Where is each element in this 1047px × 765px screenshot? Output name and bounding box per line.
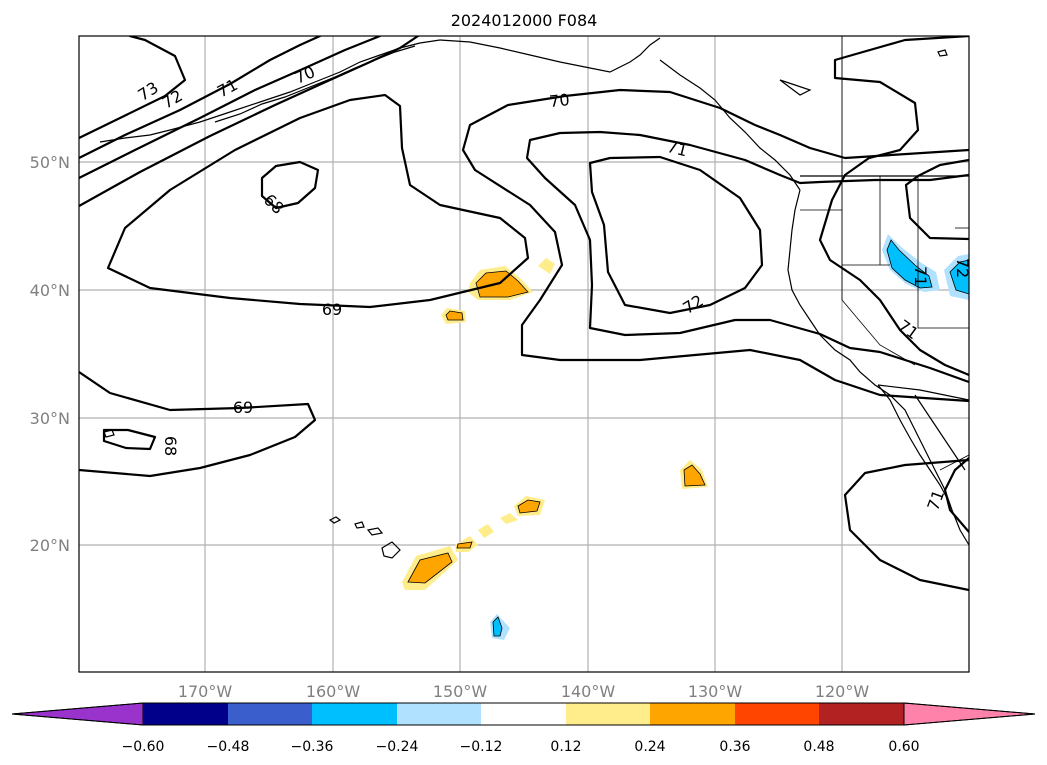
colorbar-tick-label: 0.36 <box>719 739 750 755</box>
contour-label: 72 <box>953 258 972 278</box>
island <box>366 527 384 536</box>
mexico-state-border <box>939 454 969 471</box>
contour-72 <box>79 36 322 160</box>
map-background <box>79 36 969 672</box>
contour-71-southeast-edge <box>943 456 969 534</box>
island <box>354 521 365 529</box>
colorbar-segment <box>819 703 904 725</box>
contour-label: 70 <box>548 90 570 111</box>
figure-title: 2024012000 F084 <box>451 11 598 30</box>
anomaly-patch-positive <box>538 258 555 274</box>
contour-71-southeast <box>843 458 969 592</box>
contour-72-east <box>588 155 764 315</box>
island <box>937 49 948 57</box>
colorbar-tick-label: −0.36 <box>291 739 334 755</box>
us-mexico-border <box>877 384 969 401</box>
colorbar-ticks: −0.60 −0.48 −0.36 −0.24 −0.12 0.12 0.24 … <box>122 739 920 755</box>
contour-label: 71 <box>665 137 689 160</box>
anomaly-patch-positive <box>517 499 541 514</box>
colorbar-segment <box>143 703 228 725</box>
colorbar-segment <box>397 703 481 725</box>
colorbar-segment <box>650 703 735 725</box>
contour-69-southwest <box>79 370 317 478</box>
island <box>328 516 342 524</box>
island <box>779 79 812 96</box>
colorbar-tick-label: −0.12 <box>460 739 503 755</box>
colorbar-segment <box>735 703 819 725</box>
contour-68-north <box>260 160 320 210</box>
contour-70-northwest <box>79 36 420 208</box>
contour-lines <box>79 36 969 592</box>
contour-72-east-edge <box>904 158 969 241</box>
gulf-of-california-coastline <box>914 394 966 471</box>
anomaly-patch-positive <box>478 524 494 538</box>
anomaly-patch-negative <box>492 616 503 637</box>
colorbar-tick-label: 0.24 <box>634 739 665 755</box>
contour-70-east <box>461 88 969 403</box>
anomaly-patch-positive <box>445 310 464 321</box>
colorbar-tick-label: −0.24 <box>376 739 419 755</box>
political-borders <box>800 36 969 471</box>
map-frame <box>78 35 970 673</box>
colorbar-segment <box>566 703 650 725</box>
state-border <box>841 265 916 366</box>
contour-label: 69 <box>322 300 342 319</box>
lon-label: 160°W <box>306 682 361 701</box>
anomaly-patch-negative <box>886 239 933 289</box>
colorbar-tick-label: 0.48 <box>803 739 834 755</box>
anomaly-patch-negative <box>949 259 969 295</box>
colorbar-segment <box>228 703 312 725</box>
contour-label: 69 <box>233 398 253 417</box>
lon-label: 120°W <box>815 682 870 701</box>
gulf-of-alaska-coastline <box>439 37 661 73</box>
colorbar: −0.60 −0.48 −0.36 −0.24 −0.12 0.12 0.24 … <box>11 702 1036 755</box>
lat-label: 50°N <box>30 153 70 172</box>
lat-label: 20°N <box>30 536 70 555</box>
anomaly-patch-positive <box>407 552 453 584</box>
map-panel: 73 72 71 70 70 71 68 69 72 71 69 68 71 7… <box>78 35 972 673</box>
contour-70-northeast <box>818 36 969 377</box>
contour-71-east <box>525 130 969 384</box>
longitude-labels: 170°W 160°W 150°W 140°W 130°W 120°W <box>178 682 870 701</box>
colorbar-tick-label: −0.48 <box>207 739 250 755</box>
colorbar-segment <box>481 703 566 725</box>
lon-label: 170°W <box>178 682 233 701</box>
anomaly-patch-positive <box>475 270 529 298</box>
colorbar-segment <box>312 703 397 725</box>
us-west-coastline <box>787 189 969 546</box>
contour-68-southwest <box>102 428 157 451</box>
lat-label: 40°N <box>30 281 70 300</box>
island <box>381 541 401 559</box>
colorbar-extend-left <box>11 702 144 726</box>
colorbar-outline <box>11 702 1036 726</box>
baja-peninsula-coastline <box>877 384 949 501</box>
lon-label: 130°W <box>688 682 743 701</box>
bc-coastline <box>659 59 801 191</box>
colorbar-tick-label: −0.60 <box>122 739 165 755</box>
contour-73 <box>79 36 187 140</box>
anomaly-patch-positive <box>456 541 473 549</box>
anomaly-patch-positive <box>500 513 518 524</box>
lon-label: 150°W <box>433 682 488 701</box>
contour-69-north-pacific <box>106 93 530 309</box>
colorbar-tick-label: 0.60 <box>888 739 919 755</box>
colorbar-tick-label: 0.12 <box>550 739 581 755</box>
contour-71-northwest <box>79 36 382 180</box>
lat-label: 30°N <box>30 409 70 428</box>
latitude-labels: 50°N 40°N 30°N 20°N <box>30 153 70 555</box>
anomaly-patch-positive <box>683 464 706 487</box>
contour-label: 68 <box>161 436 180 456</box>
colorbar-extend-right <box>903 702 1036 726</box>
contour-label: 71 <box>911 266 930 286</box>
lon-label: 140°W <box>561 682 616 701</box>
